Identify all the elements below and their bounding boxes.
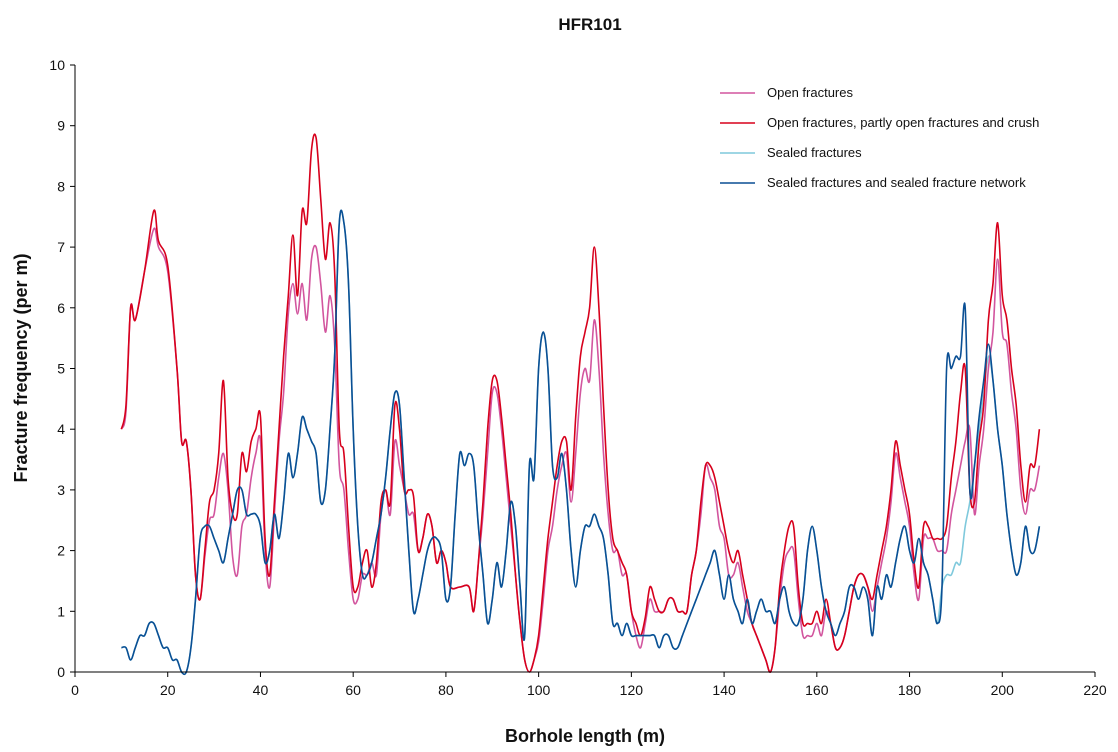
y-tick-label: 1 — [57, 603, 65, 619]
y-tick-label: 3 — [57, 482, 65, 498]
x-tick-label: 200 — [991, 682, 1015, 698]
x-axis-label: Borhole length (m) — [505, 726, 665, 746]
chart-title: HFR101 — [558, 15, 621, 34]
y-ticks: 0 1 2 3 4 5 6 7 8 9 10 — [49, 57, 75, 680]
legend-label: Open fractures — [767, 85, 853, 100]
y-tick-label: 7 — [57, 239, 65, 255]
x-tick-label: 0 — [71, 682, 79, 698]
x-ticks: 0 20 40 60 80 100 120 140 160 180 200 220 — [71, 672, 1107, 698]
x-tick-label: 220 — [1083, 682, 1107, 698]
y-tick-label: 5 — [57, 361, 65, 377]
series-layer — [120, 133, 1041, 676]
legend: Open fractures Open fractures, partly ope… — [720, 85, 1039, 190]
series-line-sealed-fractures-and-sealed-fracture-network — [121, 209, 1041, 676]
series-line-open-fractures-partly-open-fractures-and-crush — [120, 133, 1041, 674]
y-tick-label: 9 — [57, 118, 65, 134]
x-tick-label: 140 — [712, 682, 736, 698]
x-tick-label: 120 — [620, 682, 644, 698]
x-tick-label: 160 — [805, 682, 829, 698]
x-tick-label: 100 — [527, 682, 551, 698]
legend-label: Open fractures, partly open fractures an… — [767, 115, 1039, 130]
x-tick-label: 60 — [345, 682, 361, 698]
legend-label: Sealed fractures — [767, 145, 862, 160]
x-tick-label: 20 — [160, 682, 176, 698]
y-tick-label: 0 — [57, 664, 65, 680]
y-tick-label: 10 — [49, 57, 65, 73]
legend-label: Sealed fractures and sealed fracture net… — [767, 175, 1026, 190]
x-tick-label: 40 — [253, 682, 269, 698]
y-tick-label: 6 — [57, 300, 65, 316]
y-tick-label: 8 — [57, 178, 65, 194]
x-tick-label: 80 — [438, 682, 454, 698]
series-line-sealed-fractures — [121, 209, 1041, 676]
x-tick-label: 180 — [898, 682, 922, 698]
y-tick-label: 2 — [57, 543, 65, 559]
series-line-open-fractures — [120, 227, 1041, 674]
y-axis-label: Fracture frequency (per m) — [11, 253, 31, 482]
y-tick-label: 4 — [57, 421, 65, 437]
